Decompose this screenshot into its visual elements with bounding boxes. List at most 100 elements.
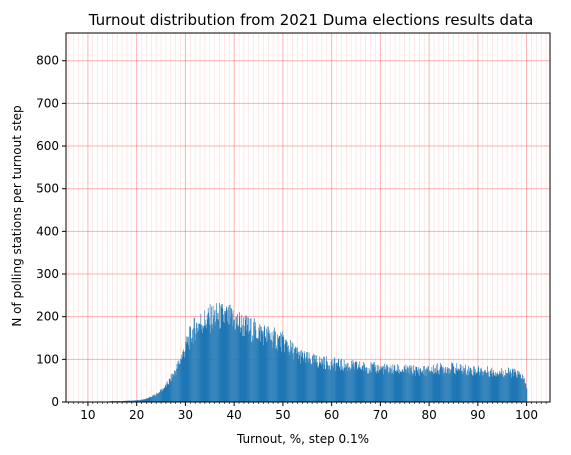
histogram-bar xyxy=(161,391,162,402)
histogram-bar xyxy=(373,362,375,402)
histogram-bar xyxy=(217,312,218,402)
histogram-bar xyxy=(381,368,382,402)
histogram-bar xyxy=(480,368,481,402)
histogram-bar xyxy=(159,393,161,402)
histogram-bar xyxy=(414,370,416,402)
histogram-bar xyxy=(426,367,427,402)
histogram-bar xyxy=(225,313,227,402)
histogram-bar xyxy=(501,368,502,402)
histogram-bar xyxy=(262,331,264,402)
histogram-bar xyxy=(418,369,420,402)
histogram-bar xyxy=(436,364,438,402)
histogram-bar xyxy=(240,327,242,402)
histogram-bar xyxy=(406,365,408,402)
histogram-bar xyxy=(397,373,399,402)
histogram-bar xyxy=(505,375,507,402)
histogram-bar xyxy=(278,338,279,402)
histogram-bar xyxy=(245,319,247,402)
histogram-bar xyxy=(410,365,412,402)
histogram-bar xyxy=(134,400,135,402)
histogram-bar xyxy=(472,374,474,402)
histogram-bar xyxy=(369,373,370,402)
histogram-bar xyxy=(215,309,217,402)
histogram-bar xyxy=(265,342,267,402)
histogram-bar xyxy=(298,351,299,402)
histogram-bar xyxy=(419,376,421,402)
histogram-bar xyxy=(477,367,479,402)
histogram-bar xyxy=(243,325,245,402)
histogram-bar xyxy=(332,359,334,402)
histogram-bar xyxy=(269,335,270,402)
histogram-bar xyxy=(326,356,327,402)
histogram-bar xyxy=(342,369,343,402)
histogram-bar xyxy=(278,337,280,402)
histogram-bar xyxy=(367,373,369,402)
histogram-bar xyxy=(308,352,310,402)
histogram-bar xyxy=(365,367,367,402)
histogram-bar xyxy=(176,368,177,402)
histogram-bar xyxy=(434,373,435,402)
histogram-bar xyxy=(514,370,516,402)
histogram-bar xyxy=(329,365,330,402)
histogram-bar xyxy=(209,304,211,402)
histogram-bar xyxy=(385,369,386,402)
histogram-bar xyxy=(205,325,207,402)
histogram-bar xyxy=(162,391,163,402)
histogram-bar xyxy=(321,365,323,402)
histogram-bar xyxy=(417,371,419,402)
histogram-bar xyxy=(386,364,388,402)
histogram-bar xyxy=(342,368,344,402)
histogram-bar xyxy=(290,349,292,402)
histogram-bar xyxy=(248,330,250,402)
histogram-bar xyxy=(464,368,466,402)
x-axis-label: Turnout, %, step 0.1% xyxy=(236,432,369,446)
histogram-bar xyxy=(411,371,412,402)
histogram-bar xyxy=(300,356,302,402)
histogram-bar xyxy=(428,372,430,402)
histogram-bar xyxy=(400,371,402,402)
histogram-bar xyxy=(435,373,437,402)
histogram-bar xyxy=(453,366,454,402)
histogram-bar xyxy=(219,302,220,402)
x-tick-label: 30 xyxy=(178,408,193,422)
histogram-bar xyxy=(302,360,304,402)
x-tick-label: 90 xyxy=(470,408,485,422)
histogram-bar xyxy=(317,367,319,402)
histogram-bar xyxy=(410,367,411,402)
histogram-bar xyxy=(192,329,193,402)
histogram-bar xyxy=(280,351,282,402)
histogram-bar xyxy=(249,331,250,402)
histogram-bar xyxy=(460,368,461,402)
histogram-bar xyxy=(475,372,477,402)
histogram-bar xyxy=(312,355,314,402)
histogram-bar xyxy=(334,358,336,402)
histogram-bar xyxy=(323,356,324,402)
histogram-bar xyxy=(465,364,466,402)
histogram-bar xyxy=(401,372,402,402)
histogram-bar xyxy=(228,305,230,402)
histogram-bar xyxy=(440,363,441,402)
histogram-bar xyxy=(478,365,479,402)
histogram-bar xyxy=(462,374,463,402)
histogram-bar xyxy=(167,384,169,402)
histogram-bar xyxy=(344,367,345,402)
histogram-bar xyxy=(492,370,494,402)
histogram-bar xyxy=(158,393,160,402)
histogram-bar xyxy=(325,360,327,402)
histogram-bar xyxy=(163,389,165,402)
histogram-bar xyxy=(374,367,376,402)
histogram-bar xyxy=(139,400,141,402)
histogram-bar xyxy=(504,375,506,402)
histogram-bar xyxy=(224,310,226,402)
histogram-bar xyxy=(127,400,129,402)
histogram-bar xyxy=(232,325,233,402)
histogram-bar xyxy=(327,361,328,402)
histogram-bar xyxy=(356,368,358,402)
histogram-bar xyxy=(314,354,315,402)
histogram-bar xyxy=(474,369,476,402)
histogram-bar xyxy=(251,341,252,402)
histogram-bar xyxy=(267,332,269,402)
histogram-bar xyxy=(492,376,493,402)
histogram-bar xyxy=(221,307,223,402)
histogram-bar xyxy=(371,363,373,402)
